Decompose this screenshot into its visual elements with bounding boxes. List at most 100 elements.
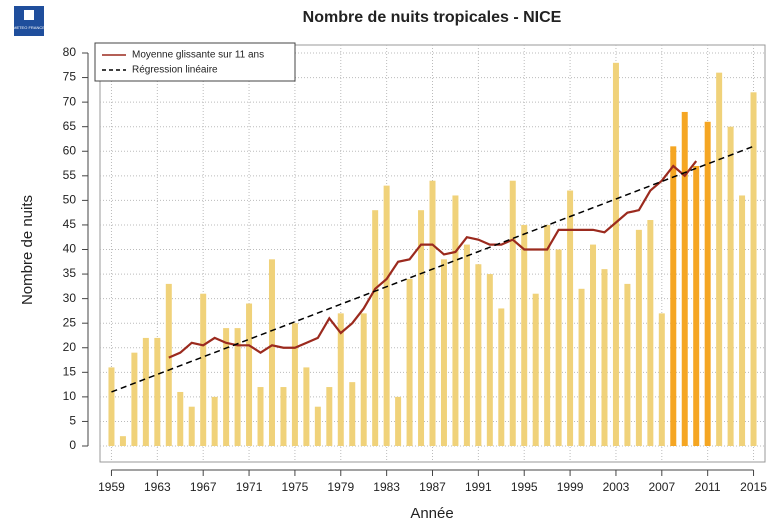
bar [635, 229, 642, 446]
bar [440, 259, 447, 446]
bar [509, 180, 516, 446]
bar [131, 352, 138, 446]
y-tick-label: 10 [63, 389, 77, 403]
bar [739, 195, 746, 446]
bar [624, 283, 631, 446]
bar [360, 313, 367, 446]
moving-average-line [168, 160, 698, 359]
bar [314, 406, 321, 446]
y-tick-label: 0 [69, 438, 76, 452]
bar [223, 328, 230, 446]
x-axis-label: Année [410, 505, 453, 522]
y-tick-label: 80 [63, 45, 77, 59]
bar [590, 244, 597, 446]
bar [349, 382, 356, 446]
x-tick-label: 1983 [373, 480, 400, 494]
bar [257, 387, 264, 446]
legend-label: Moyenne glissante sur 11 ans [132, 50, 264, 61]
bar [268, 259, 275, 446]
y-tick-label: 75 [63, 70, 77, 84]
bar [670, 146, 677, 446]
bar [246, 303, 253, 446]
x-tick-label: 1959 [98, 480, 125, 494]
x-tick-label: 2007 [648, 480, 675, 494]
bar [532, 293, 539, 446]
bar [395, 396, 402, 446]
legend-label: Régression linéaire [132, 65, 218, 76]
x-tick-label: 1991 [465, 480, 492, 494]
bar [188, 406, 195, 446]
bar [165, 283, 172, 446]
bar [280, 387, 287, 446]
y-tick-label: 35 [63, 266, 77, 280]
bar [486, 274, 493, 446]
x-tick-label: 1963 [144, 480, 171, 494]
bar [234, 328, 241, 446]
bar [326, 387, 333, 446]
x-tick-label: 1971 [236, 480, 263, 494]
bar [119, 436, 126, 446]
y-tick-label: 15 [63, 364, 77, 378]
bar [303, 367, 310, 446]
bar [681, 111, 688, 446]
y-tick-label: 60 [63, 143, 77, 157]
bar [142, 337, 149, 446]
x-tick-label: 2011 [695, 480, 721, 494]
bar [463, 244, 470, 446]
y-tick-label: 20 [63, 340, 77, 354]
legend [94, 42, 296, 82]
bar [498, 308, 505, 446]
x-tick-label: 1987 [419, 480, 446, 494]
x-tick-label: 1979 [327, 480, 354, 494]
y-tick-label: 55 [63, 168, 77, 182]
bar [544, 224, 551, 446]
bar [658, 313, 665, 446]
x-tick-label: 1967 [190, 480, 217, 494]
bar [716, 72, 723, 447]
bar [704, 121, 711, 447]
y-tick-label: 25 [63, 315, 77, 329]
bar [521, 224, 528, 446]
logo-icon [24, 10, 34, 20]
bar [337, 313, 344, 446]
bar [211, 396, 218, 446]
x-tick-label: 1999 [557, 480, 584, 494]
x-tick-label: 2015 [740, 480, 767, 494]
bar [567, 190, 574, 446]
bar [383, 185, 390, 446]
bar [555, 249, 562, 446]
y-tick-label: 50 [63, 193, 77, 207]
y-tick-label: 5 [69, 414, 76, 428]
bar [475, 264, 482, 446]
bar [154, 337, 161, 446]
regression-line [111, 145, 754, 393]
logo-text: METEO FRANCE [13, 25, 45, 30]
y-tick-label: 45 [63, 217, 77, 231]
bar [200, 293, 207, 446]
bar [727, 126, 734, 446]
chart-title: Nombre de nuits tropicales - NICE [303, 9, 562, 26]
x-tick-label: 1975 [282, 480, 309, 494]
bar [612, 62, 619, 446]
bar [578, 288, 585, 446]
bar [601, 269, 608, 446]
bar [429, 180, 436, 446]
x-tick-label: 1995 [511, 480, 538, 494]
bar [108, 367, 115, 446]
y-tick-label: 40 [63, 242, 77, 256]
bar [177, 391, 184, 446]
bar [406, 278, 413, 446]
bar [693, 165, 700, 447]
x-tick-label: 2003 [603, 480, 630, 494]
y-tick-label: 65 [63, 119, 77, 133]
bar [291, 323, 298, 446]
y-tick-label: 30 [63, 291, 77, 305]
bar [418, 210, 425, 446]
y-axis-label: Nombre de nuits [19, 195, 36, 305]
bar [452, 195, 459, 446]
bar [750, 92, 757, 447]
bar [372, 210, 379, 446]
bar [647, 220, 654, 446]
y-tick-label: 70 [63, 94, 77, 108]
